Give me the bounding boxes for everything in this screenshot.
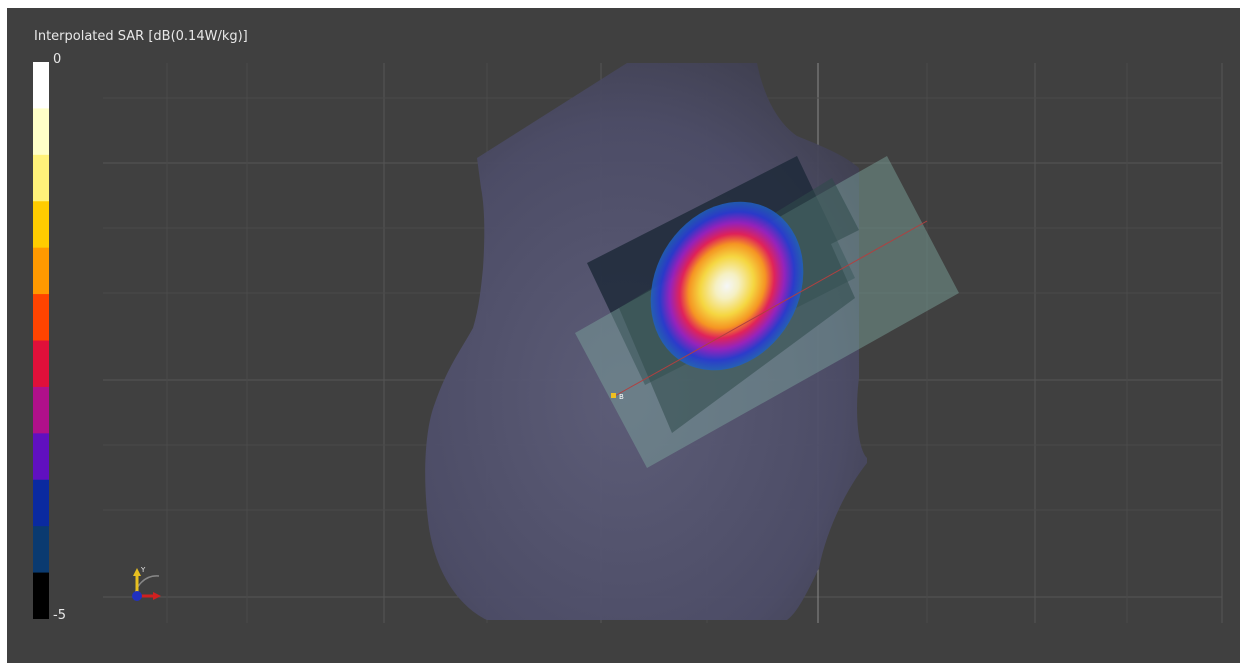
legend-color-segment: [33, 572, 49, 619]
legend-color-segment: [33, 154, 49, 202]
legend-color-segment: [33, 247, 49, 295]
legend-max-label: 0: [53, 52, 62, 67]
triad-y-label: Y: [140, 566, 146, 574]
sar-hotspot: [650, 201, 804, 371]
probe-marker: [611, 393, 616, 398]
scene-canvas: B: [103, 63, 1223, 623]
legend-color-segment: [33, 479, 49, 527]
legend-color-segment: [33, 108, 49, 156]
legend-color-segment: [33, 62, 49, 109]
legend-min-label: -5: [53, 608, 66, 623]
legend-color-segment: [33, 294, 49, 341]
color-legend: [33, 62, 49, 619]
legend-color-segment: [33, 433, 49, 481]
axes-triad-icon[interactable]: Y: [125, 564, 169, 608]
legend-color-segment: [33, 340, 49, 388]
legend-color-segment: [33, 201, 49, 249]
probe-marker-label: B: [619, 393, 624, 401]
legend-color-segment: [33, 386, 49, 434]
3d-viewport[interactable]: B Interpolated SAR [dB(0.14W/kg)] 0 -5 Y: [7, 8, 1240, 663]
legend-title: Interpolated SAR [dB(0.14W/kg)]: [34, 29, 248, 44]
legend-color-segment: [33, 526, 49, 574]
scan-line: [612, 220, 928, 398]
